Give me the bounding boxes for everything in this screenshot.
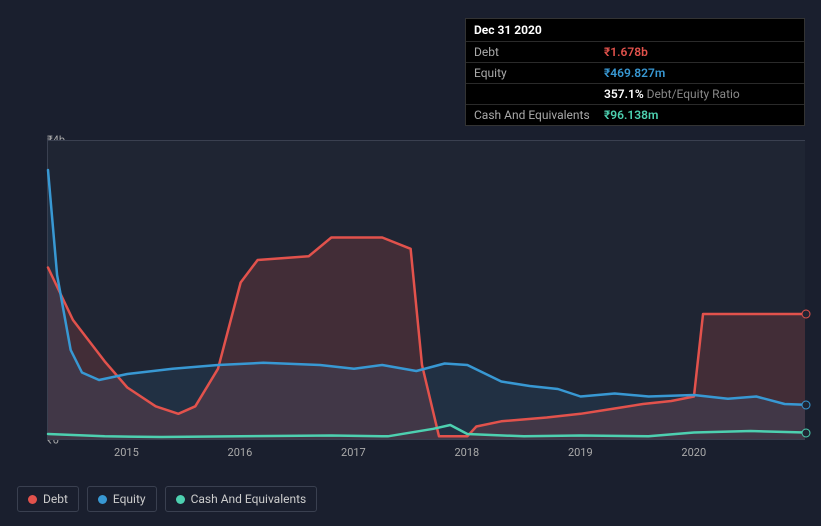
tooltip-label: Cash And Equivalents	[474, 108, 604, 122]
tooltip-value: 357.1% Debt/Equity Ratio	[604, 87, 740, 101]
data-tooltip: Dec 31 2020 Debt₹1.678bEquity₹469.827m35…	[465, 18, 805, 126]
tooltip-label: Debt	[474, 45, 604, 59]
legend-label: Debt	[43, 492, 68, 506]
tooltip-row: 357.1% Debt/Equity Ratio	[466, 84, 804, 105]
x-tick: 2018	[454, 446, 479, 459]
tooltip-rows: Debt₹1.678bEquity₹469.827m357.1% Debt/Eq…	[466, 42, 804, 125]
legend-item-cash-and-equivalents[interactable]: Cash And Equivalents	[165, 486, 318, 512]
legend-dot-icon	[176, 495, 185, 504]
legend-item-equity[interactable]: Equity	[87, 486, 157, 512]
chart-area: ₹4b ₹0 201520162017201820192020	[17, 120, 805, 475]
cash-end-marker	[802, 428, 811, 437]
plot[interactable]	[47, 140, 805, 440]
tooltip-label: Equity	[474, 66, 604, 80]
tooltip-row: Debt₹1.678b	[466, 42, 804, 63]
tooltip-label	[474, 87, 604, 101]
legend-label: Cash And Equivalents	[191, 492, 307, 506]
tooltip-row: Equity₹469.827m	[466, 63, 804, 84]
debt-end-marker	[802, 310, 811, 319]
legend: Debt Equity Cash And Equivalents	[17, 486, 317, 512]
x-tick: 2017	[341, 446, 366, 459]
equity-end-marker	[802, 400, 811, 409]
legend-dot-icon	[28, 495, 37, 504]
x-tick: 2016	[228, 446, 253, 459]
tooltip-value: ₹96.138m	[604, 108, 658, 122]
x-tick: 2020	[681, 446, 706, 459]
x-tick: 2019	[568, 446, 593, 459]
legend-item-debt[interactable]: Debt	[17, 486, 79, 512]
tooltip-value: ₹469.827m	[604, 66, 665, 80]
legend-label: Equity	[113, 492, 146, 506]
legend-dot-icon	[98, 495, 107, 504]
tooltip-value: ₹1.678b	[604, 45, 648, 59]
chart-svg	[48, 140, 805, 440]
tooltip-row: Cash And Equivalents₹96.138m	[466, 105, 804, 125]
tooltip-date: Dec 31 2020	[466, 19, 804, 42]
x-axis: 2015 2016 2017 2018 2019 2020	[47, 446, 805, 466]
x-tick: 2015	[114, 446, 139, 459]
